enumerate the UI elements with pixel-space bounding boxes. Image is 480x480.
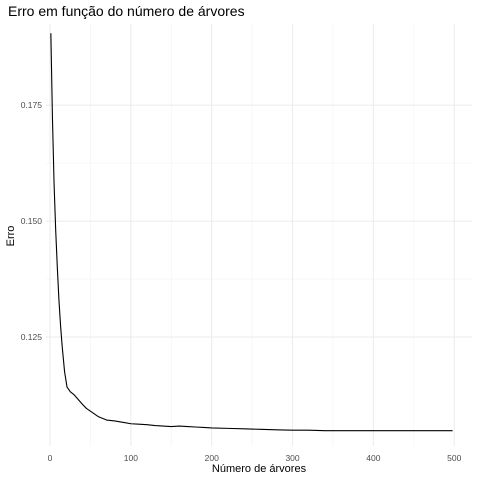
x-tick-label: 200 [205,453,219,463]
x-tick-label: 300 [285,453,299,463]
chart-title: Erro em função do número de árvores [8,3,245,19]
x-tick-label: 500 [447,453,461,463]
tick-labels: 0 100 200 300 400 500 0.125 0.150 0.175 [21,100,462,463]
x-axis-title: Número de árvores [212,463,307,475]
y-tick-label: 0.125 [21,332,43,342]
series-line [50,33,453,432]
series-layer [50,33,453,432]
x-tick-label: 400 [366,453,380,463]
y-tick-label: 0.175 [21,100,43,110]
grid [46,24,472,446]
y-axis-title: Erro [5,226,17,247]
y-tick-label: 0.150 [21,216,43,226]
x-tick-label: 100 [124,453,138,463]
x-tick-label: 0 [48,453,53,463]
